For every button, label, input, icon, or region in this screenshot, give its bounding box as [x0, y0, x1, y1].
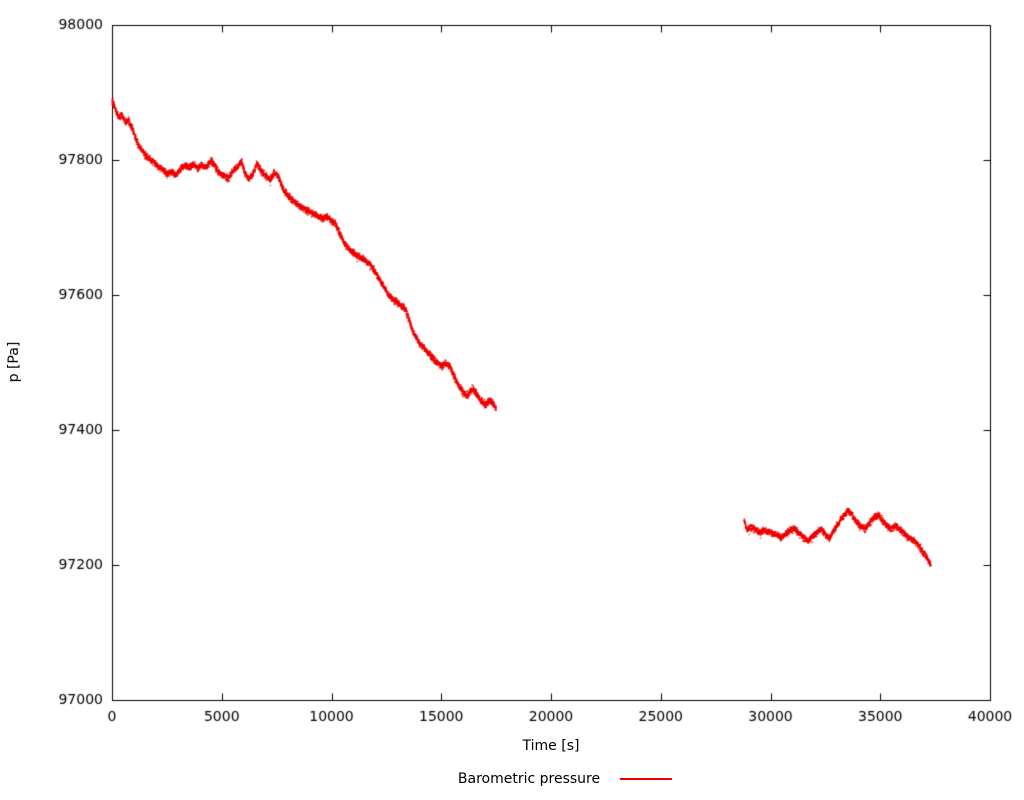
legend-label: Barometric pressure — [457, 771, 601, 787]
legend: Barometric pressure — [457, 771, 673, 787]
y-axis-label: p [Pa] — [6, 341, 22, 383]
legend-line-sample — [620, 778, 673, 780]
x-axis-label: Time [s] — [522, 738, 580, 754]
